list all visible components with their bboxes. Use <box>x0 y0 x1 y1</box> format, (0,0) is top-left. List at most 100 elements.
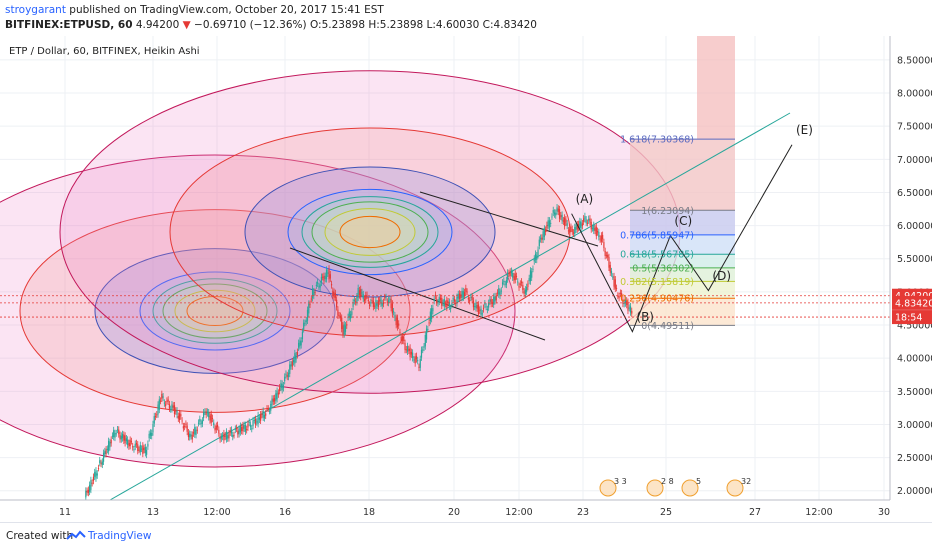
candle <box>542 231 544 240</box>
candle <box>531 271 533 278</box>
candle <box>230 429 233 434</box>
candle <box>324 275 326 280</box>
candle <box>257 415 259 425</box>
candle <box>414 356 416 364</box>
candle <box>557 208 559 212</box>
candle <box>532 268 534 270</box>
candle <box>584 216 586 220</box>
candle <box>417 360 419 362</box>
candle <box>412 352 414 359</box>
author-link[interactable]: stroygarant <box>5 4 66 16</box>
y-tick-label: 3.00000 <box>897 420 932 431</box>
candle <box>534 253 537 260</box>
candle <box>562 220 564 222</box>
candle <box>291 361 293 367</box>
candle <box>284 376 286 382</box>
candle <box>118 429 120 435</box>
candle <box>352 302 354 307</box>
candle <box>139 444 141 453</box>
candle <box>85 490 87 498</box>
candle <box>594 228 596 231</box>
candle <box>495 296 497 301</box>
candle <box>87 489 89 493</box>
candle <box>152 424 154 433</box>
candle <box>258 417 260 420</box>
candle <box>556 207 558 212</box>
candle <box>370 302 372 304</box>
candle <box>187 432 190 438</box>
candle <box>143 447 145 451</box>
candle <box>385 297 387 299</box>
x-tick-label: 12:00 <box>203 507 230 518</box>
fib-circle <box>186 295 244 327</box>
candle <box>628 307 630 309</box>
candle <box>213 422 215 425</box>
event-icon[interactable] <box>599 479 617 497</box>
price-chart[interactable]: 1.618(7.30368) 1(6.23094) 0.786(5.85947) 0.… <box>0 36 932 522</box>
candle <box>172 405 174 408</box>
candle <box>102 452 105 462</box>
candle <box>631 310 633 314</box>
candle <box>380 298 382 304</box>
candle <box>499 291 501 296</box>
candle <box>494 296 496 302</box>
plot-area[interactable] <box>0 36 890 501</box>
candle <box>311 288 314 299</box>
candle <box>452 297 454 300</box>
candle <box>489 299 491 302</box>
candle <box>95 470 97 479</box>
candle <box>157 404 159 415</box>
candle <box>396 317 399 328</box>
candle <box>561 214 563 221</box>
candle <box>235 427 238 429</box>
candle <box>306 309 309 321</box>
candle <box>341 317 343 330</box>
candle <box>577 223 580 229</box>
candle <box>140 448 143 450</box>
candle <box>475 302 477 309</box>
candle <box>607 254 609 258</box>
fib-level-label: 0.5(5.36302) <box>632 263 694 274</box>
candle <box>267 408 269 410</box>
candle <box>176 410 178 415</box>
tradingview-brand-link[interactable]: TradingView <box>88 530 152 542</box>
candle <box>358 290 361 296</box>
candle <box>144 447 146 454</box>
candle <box>420 349 423 358</box>
event-icon[interactable] <box>681 479 699 497</box>
candle <box>574 226 576 234</box>
candle <box>579 221 581 228</box>
candle <box>222 435 224 437</box>
candle <box>374 305 376 307</box>
chart-header: stroygarant published on TradingView.com… <box>0 0 932 36</box>
candle <box>423 346 425 348</box>
candle <box>263 415 266 419</box>
candle <box>332 290 334 296</box>
candle <box>224 435 226 437</box>
candle <box>137 444 139 452</box>
event-icon[interactable] <box>646 479 664 497</box>
candle <box>536 255 538 260</box>
candle <box>509 271 511 276</box>
x-tick-label: 18 <box>363 507 375 518</box>
ohlc-values: O:5.23898 H:5.23898 L:4.60030 C:4.83420 <box>309 19 537 31</box>
event-icon[interactable] <box>726 479 744 497</box>
candle <box>434 294 437 297</box>
symbol-name[interactable]: BITFINEX:ETPUSD, 60 <box>5 19 133 31</box>
candle <box>208 412 210 418</box>
candle <box>318 286 320 288</box>
candle <box>216 424 219 428</box>
candle <box>604 251 606 256</box>
candle <box>425 328 428 340</box>
candle <box>239 425 241 433</box>
candle <box>543 228 545 237</box>
candle <box>261 413 263 415</box>
candle <box>266 408 268 410</box>
candle <box>404 342 406 350</box>
candle <box>125 438 127 442</box>
fib-circle <box>339 215 401 249</box>
candle <box>386 301 388 303</box>
fib-circle <box>94 248 336 374</box>
candle <box>512 272 514 278</box>
candle <box>558 209 561 219</box>
